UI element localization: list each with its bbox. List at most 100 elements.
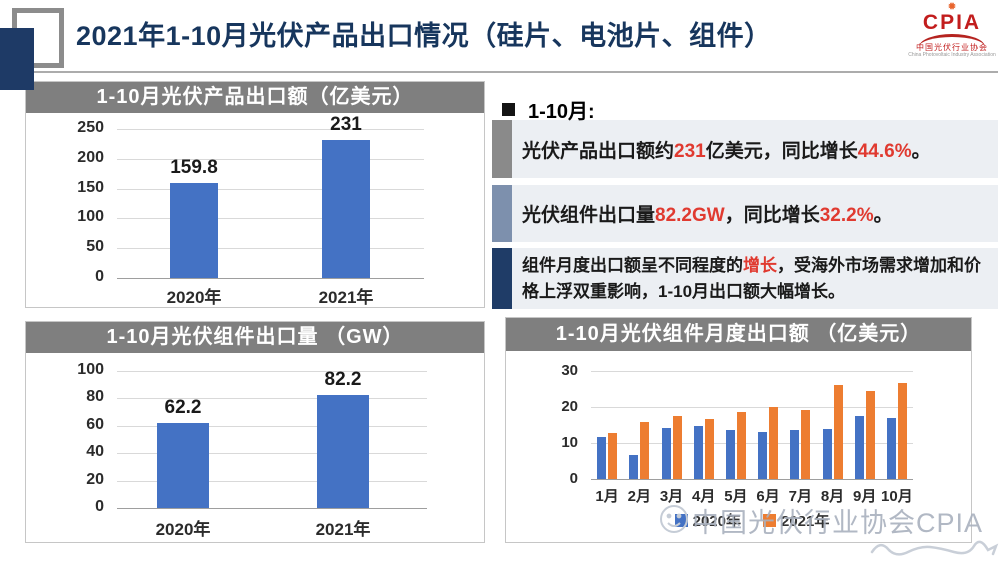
bar-2021年 xyxy=(322,140,370,278)
bar-9月-2021年 xyxy=(865,391,875,479)
bar-7月-2021年 xyxy=(801,410,811,479)
x-label-5月: 5月 xyxy=(724,488,748,505)
page-title: 2021年1-10月光伏产品出口情况（硅片、电池片、组件） xyxy=(76,21,772,51)
y-tick-label-30: 30 xyxy=(561,361,578,379)
bar-1月-2021年 xyxy=(608,433,618,479)
chart-panel-monthly-export: 1-10月光伏组件月度出口额 （亿美元） 0 10 20 30 1月 2月 3月 4月 5月 6月… xyxy=(505,317,972,543)
chart-title-monthly-export: 1-10月光伏组件月度出口额 （亿美元） xyxy=(506,318,971,351)
gridline-200 xyxy=(117,158,424,160)
legend-label: 2021年 xyxy=(781,513,830,530)
band-accent-bar xyxy=(492,120,512,178)
legend-label: 2020年 xyxy=(692,513,741,530)
bar-2月-2021年 xyxy=(640,421,650,479)
cpia-logo-org-en: China Photovoltaic Industry Association xyxy=(908,52,996,58)
gridline-20 xyxy=(117,480,427,482)
y-tick-label-40: 40 xyxy=(86,443,104,461)
band-text-segment: ，同比增长 xyxy=(724,205,820,226)
band-accent-bar xyxy=(492,248,512,309)
x-label-7月: 7月 xyxy=(788,488,812,505)
x-label-2021年: 2021年 xyxy=(318,288,374,307)
bar-6月-2021年 xyxy=(769,407,779,479)
chart-panel-export-value: 1-10月光伏产品出口额（亿美元） 0 50 100 150 200 250 159.8 20… xyxy=(25,81,485,308)
x-label-2020年: 2020年 xyxy=(155,520,211,539)
y-tick-label-20: 20 xyxy=(86,470,104,488)
bar-4月-2020年 xyxy=(693,426,703,479)
bar-4月-2021年 xyxy=(704,419,714,479)
gridline-100 xyxy=(117,371,427,372)
x-label-9月: 9月 xyxy=(853,488,877,505)
highlight-band-export-value: 光伏产品出口额约231亿美元，同比增长44.6%。 xyxy=(492,120,998,178)
gridline-100 xyxy=(117,218,424,220)
chart-title-module-volume: 1-10月光伏组件出口量 （GW） xyxy=(26,322,484,353)
x-label-2021年: 2021年 xyxy=(315,520,371,539)
legend-item-2021年: 2021年 xyxy=(763,510,829,531)
bar-10月-2020年 xyxy=(886,417,896,479)
y-tick-label-60: 60 xyxy=(86,415,104,433)
bar-2月-2020年 xyxy=(629,454,639,479)
gridline-30 xyxy=(591,371,913,372)
gridline-40 xyxy=(117,453,427,455)
bar-8月-2021年 xyxy=(833,385,843,479)
signature-scribble xyxy=(870,540,999,556)
band-text: 组件月度出口额呈不同程度的增长，受海外市场需求增加和价格上浮双重影响，1-10月… xyxy=(492,248,998,309)
band-text: 光伏产品出口额约231亿美元，同比增长44.6%。 xyxy=(492,120,998,178)
title-divider xyxy=(15,71,998,73)
y-tick-label-80: 80 xyxy=(86,388,104,406)
band-text-segment: 亿美元，同比增长 xyxy=(705,140,858,162)
y-tick-label-10: 10 xyxy=(561,433,578,451)
band-text-segment: 。 xyxy=(911,140,931,162)
cpia-logo-arc xyxy=(919,34,985,47)
highlight-red-text: 231 xyxy=(674,140,706,162)
gridline-0 xyxy=(117,508,427,509)
band-text: 光伏组件出口量82.2GW，同比增长32.2%。 xyxy=(492,185,998,242)
bar-5月-2020年 xyxy=(725,429,735,479)
band-text-segment: 光伏组件出口量 xyxy=(522,205,656,226)
legend-swatch xyxy=(674,514,688,527)
bar-1月-2020年 xyxy=(597,436,607,479)
summary-heading-label: 1-10月: xyxy=(528,101,595,123)
legend-swatch xyxy=(763,514,776,527)
x-label-2020年: 2020年 xyxy=(166,288,222,307)
y-tick-label-50: 50 xyxy=(86,238,104,256)
cpia-logo-text: CPIA xyxy=(922,11,982,34)
y-tick-label-100: 100 xyxy=(77,208,104,226)
bar-6月-2020年 xyxy=(758,432,768,479)
value-label-2020年: 62.2 xyxy=(164,396,202,418)
bar-8月-2020年 xyxy=(822,428,832,479)
band-accent-bar xyxy=(492,185,512,242)
gridline-0 xyxy=(117,278,424,279)
highlight-red-text: 44.6% xyxy=(857,140,912,162)
bar-2020年 xyxy=(170,182,218,278)
value-label-2021年: 82.2 xyxy=(324,369,362,391)
y-tick-label-20: 20 xyxy=(561,397,578,415)
cpia-logo: ✹ CPIA 中国光伏行业协会 China Photovoltaic Indus… xyxy=(908,2,996,66)
chart-title-export-value: 1-10月光伏产品出口额（亿美元） xyxy=(26,82,484,113)
highlight-red-text: 32.2% xyxy=(819,205,874,226)
bar-5月-2021年 xyxy=(736,412,746,479)
y-tick-label-100: 100 xyxy=(77,361,104,379)
bar-3月-2020年 xyxy=(661,427,671,479)
gridline-0 xyxy=(591,479,913,480)
gridline-150 xyxy=(117,188,424,190)
x-label-1月: 1月 xyxy=(595,488,619,505)
x-label-8月: 8月 xyxy=(820,488,845,505)
x-label-2月: 2月 xyxy=(627,488,651,505)
square-bullet-icon xyxy=(502,103,515,116)
y-tick-label-0: 0 xyxy=(95,498,104,516)
bar-2020年 xyxy=(157,422,209,508)
gridline-10 xyxy=(591,443,913,444)
y-tick-label-200: 200 xyxy=(77,148,104,166)
bar-2021年 xyxy=(317,395,369,508)
y-tick-label-150: 150 xyxy=(77,178,104,196)
bar-10月-2021年 xyxy=(897,382,907,479)
gridline-250 xyxy=(117,129,424,130)
summary-heading: 1-10月: xyxy=(502,95,595,124)
x-label-6月: 6月 xyxy=(756,488,780,505)
chart-panel-module-volume: 1-10月光伏组件出口量 （GW） 0 20 40 60 80 100 62.2 2020年 8… xyxy=(25,321,485,543)
bar-9月-2020年 xyxy=(854,416,864,479)
x-label-10月: 10月 xyxy=(881,488,913,505)
watermark-text: 中国光伏行业协会CPIA xyxy=(692,508,984,538)
value-label-2021年: 231 xyxy=(330,114,362,136)
bar-3月-2021年 xyxy=(672,415,682,479)
